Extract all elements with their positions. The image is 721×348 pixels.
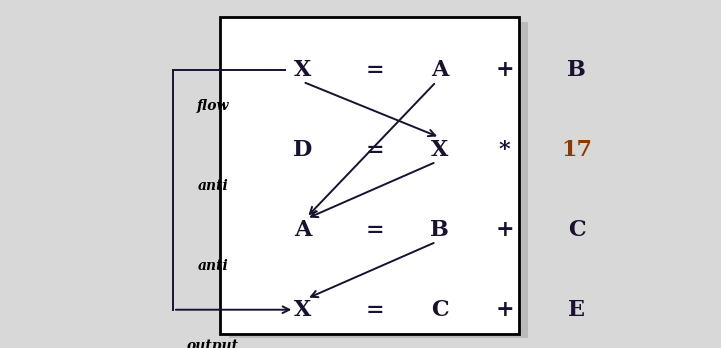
Text: output: output <box>187 339 239 348</box>
Text: +: + <box>495 299 514 321</box>
Text: =: = <box>366 299 384 321</box>
Text: anti: anti <box>198 179 228 193</box>
Text: B: B <box>430 219 449 241</box>
Text: B: B <box>567 58 586 81</box>
Text: D: D <box>293 139 312 161</box>
Text: =: = <box>366 58 384 81</box>
Text: X: X <box>294 299 311 321</box>
Text: C: C <box>431 299 448 321</box>
Bar <box>220 17 519 334</box>
Text: +: + <box>495 58 514 81</box>
Text: anti: anti <box>198 259 228 273</box>
Text: C: C <box>568 219 585 241</box>
Bar <box>229 22 528 338</box>
Text: 17: 17 <box>562 139 592 161</box>
Text: X: X <box>431 139 448 161</box>
Text: =: = <box>366 139 384 161</box>
Text: E: E <box>568 299 585 321</box>
Text: +: + <box>495 219 514 241</box>
Text: *: * <box>499 139 510 161</box>
Text: =: = <box>366 219 384 241</box>
Text: A: A <box>294 219 311 241</box>
Text: A: A <box>431 58 448 81</box>
Text: flow: flow <box>196 99 229 113</box>
Text: X: X <box>294 58 311 81</box>
